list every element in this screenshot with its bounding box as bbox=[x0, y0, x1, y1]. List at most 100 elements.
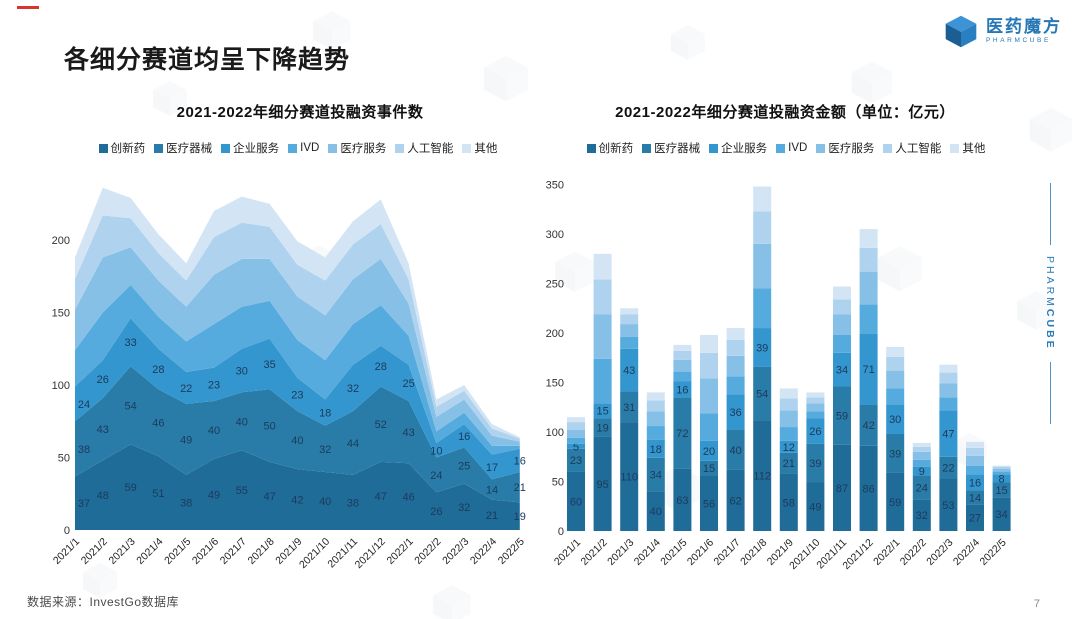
bar-segment-1 bbox=[806, 443, 825, 483]
bar-2022/5: 34 158 bbox=[992, 465, 1011, 531]
value-label: 40 bbox=[650, 506, 662, 518]
bar-segment-1 bbox=[779, 452, 798, 474]
bar-segment-5 bbox=[700, 352, 718, 379]
legend-label: 创新药 bbox=[110, 143, 146, 155]
bar-segment-4 bbox=[646, 411, 665, 427]
legend-label: 医疗器械 bbox=[654, 143, 701, 155]
legend-label: 人工智能 bbox=[895, 143, 942, 155]
bar-segment-3 bbox=[912, 459, 931, 467]
bar-segment-2 bbox=[939, 410, 958, 457]
x-tick-label: 2021/5 bbox=[162, 536, 193, 567]
legend-label: 医疗服务 bbox=[828, 143, 875, 155]
value-label: 46 bbox=[402, 492, 414, 504]
value-label: 9 bbox=[919, 466, 925, 478]
bar-segment-6 bbox=[886, 346, 905, 357]
x-tick-label: 2021/5 bbox=[658, 537, 689, 568]
bar-segment-1 bbox=[886, 433, 905, 473]
value-label: 16 bbox=[514, 455, 526, 467]
value-label: 51 bbox=[152, 488, 164, 500]
value-label: 38 bbox=[78, 444, 90, 456]
y-tick-label: 250 bbox=[546, 279, 564, 291]
bar-segment-6 bbox=[567, 417, 585, 423]
value-label: 18 bbox=[650, 444, 662, 456]
bar-segment-0 bbox=[567, 471, 585, 531]
bar-segment-0 bbox=[939, 478, 958, 531]
value-label: 18 bbox=[319, 408, 331, 420]
cube-watermark-icon bbox=[1029, 107, 1073, 152]
bar-segment-3 bbox=[646, 426, 665, 440]
cube-watermark-icon bbox=[671, 25, 705, 60]
value-label: 40 bbox=[208, 425, 220, 437]
value-label: 47 bbox=[942, 428, 954, 440]
bar-segment-0 bbox=[992, 497, 1011, 531]
x-tick-label: 2022/1 bbox=[871, 537, 902, 568]
bar-segment-5 bbox=[886, 356, 905, 371]
value-label: 16 bbox=[676, 384, 688, 396]
value-label: 15 bbox=[995, 485, 1007, 497]
bar-segment-2 bbox=[593, 403, 612, 419]
value-label: 35 bbox=[263, 359, 275, 371]
side-brand-text: PHARMCUBE bbox=[1044, 256, 1056, 351]
x-tick-label: 2021/2 bbox=[579, 537, 610, 568]
bar-segment-2 bbox=[806, 418, 825, 444]
legend-item-6: 其他 bbox=[950, 140, 985, 156]
value-label: 43 bbox=[402, 427, 414, 439]
value-label: 12 bbox=[783, 442, 795, 454]
bar-segment-6 bbox=[700, 334, 718, 353]
value-label: 14 bbox=[969, 492, 981, 504]
x-tick-label: 2021/8 bbox=[738, 537, 769, 568]
value-label: 86 bbox=[862, 483, 874, 495]
bar-2021/10: 49 39 26 bbox=[806, 392, 825, 531]
events-chart-title: 2021-2022年细分赛道投融资事件数 bbox=[176, 104, 424, 121]
value-label: 40 bbox=[291, 435, 303, 447]
value-label: 54 bbox=[124, 400, 136, 412]
bar-segment-6 bbox=[992, 465, 1011, 467]
area-labels-0: 37 48 59 51 38 49 55 47 42 40 38 47 46 26 32 21 19 bbox=[78, 482, 526, 523]
value-label: 23 bbox=[291, 389, 303, 401]
bar-2021/7: 62 40 36 bbox=[726, 328, 745, 531]
bar-segment-5 bbox=[833, 299, 851, 315]
legend-item-2: 企业服务 bbox=[221, 140, 279, 156]
legend-swatch bbox=[395, 143, 405, 153]
bar-segment-4 bbox=[833, 314, 851, 335]
bar-2021/1: 60 23 5 bbox=[567, 417, 585, 531]
bar-segment-4 bbox=[806, 403, 825, 412]
bar-segment-5 bbox=[992, 466, 1011, 469]
x-tick-label: 2021/4 bbox=[632, 537, 663, 568]
value-label: 25 bbox=[402, 378, 414, 390]
x-tick-label: 2022/4 bbox=[468, 536, 499, 567]
value-label: 49 bbox=[208, 489, 220, 501]
bar-2021/3: 110 31 43 bbox=[620, 308, 639, 531]
value-label: 16 bbox=[969, 477, 981, 489]
bar-segment-3 bbox=[726, 376, 745, 395]
legend-item-1: 医疗器械 bbox=[154, 140, 212, 156]
side-brand-line-bottom bbox=[1049, 361, 1051, 424]
bar-segment-3 bbox=[992, 471, 1011, 475]
bar-segment-0 bbox=[886, 472, 905, 531]
amount-stacked-bar-chart: 6023595191511031434034186372165615206240… bbox=[546, 180, 1011, 572]
bar-segment-3 bbox=[620, 336, 639, 349]
bar-segment-4 bbox=[912, 451, 931, 460]
value-label: 59 bbox=[124, 482, 136, 494]
logo-en-text: PHARMCUBE bbox=[986, 37, 1051, 45]
bar-segment-0 bbox=[806, 482, 825, 531]
y-tick-label: 150 bbox=[546, 378, 564, 390]
value-label: 10 bbox=[430, 445, 442, 457]
cube-watermark-icon bbox=[851, 61, 893, 104]
bar-segment-6 bbox=[966, 441, 984, 448]
legend-swatch bbox=[221, 143, 231, 153]
value-label: 112 bbox=[753, 471, 771, 483]
bar-segment-0 bbox=[753, 420, 772, 531]
bar-segment-1 bbox=[859, 404, 878, 446]
value-label: 53 bbox=[942, 500, 954, 512]
value-label: 21 bbox=[514, 482, 526, 494]
bar-segment-4 bbox=[966, 455, 984, 466]
value-label: 24 bbox=[430, 470, 442, 482]
legend-swatch bbox=[816, 143, 826, 153]
bar-segment-6 bbox=[912, 442, 931, 447]
bar-2022/3: 53 22 47 bbox=[939, 364, 958, 531]
x-tick-label: 2021/12 bbox=[353, 536, 388, 571]
bar-segment-2 bbox=[992, 474, 1011, 483]
bar-segment-2 bbox=[886, 404, 905, 434]
bar-2021/5: 63 72 16 bbox=[673, 344, 692, 531]
